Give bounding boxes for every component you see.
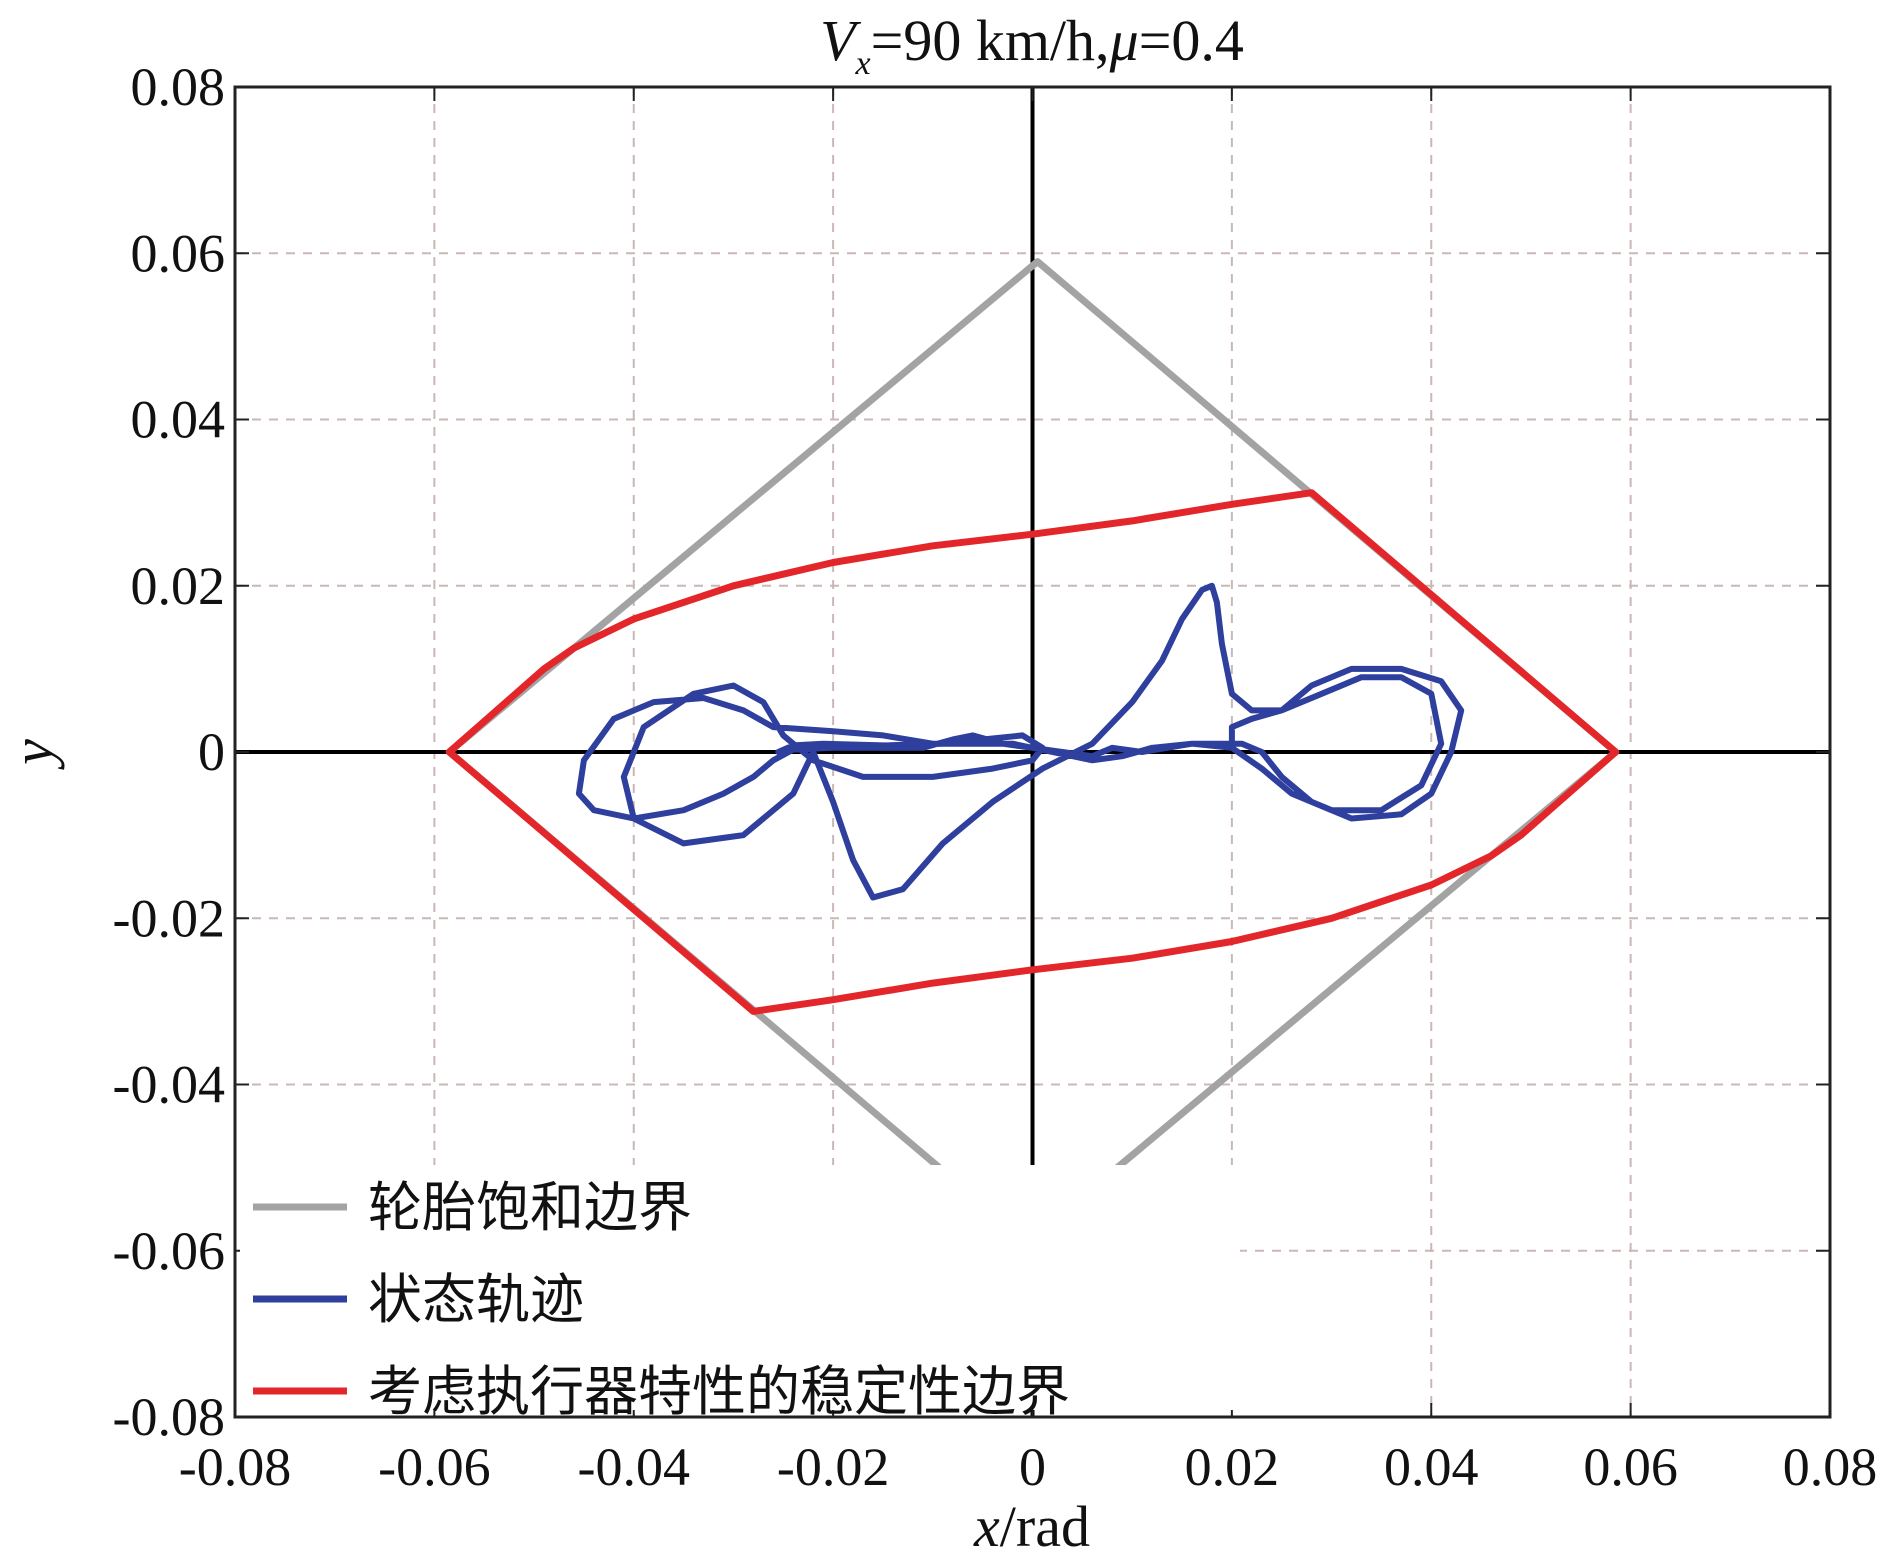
- title-var: V: [820, 8, 862, 73]
- legend-box: [240, 1165, 1240, 1410]
- title-mu-value: =0.4: [1139, 8, 1244, 73]
- legend-item-state-trajectory-label: 状态轨迹: [368, 1268, 584, 1331]
- y-tick-label: 0.04: [131, 390, 226, 450]
- x-tick-label: 0.02: [1185, 1437, 1280, 1497]
- y-tick-label: 0.08: [131, 57, 226, 117]
- y-tick-label: 0.06: [131, 223, 226, 283]
- y-tick-label: 0: [198, 722, 225, 782]
- state-trajectory-line: [575, 582, 1465, 901]
- x-tick-label: 0.04: [1384, 1437, 1479, 1497]
- y-tick-label: -0.04: [113, 1055, 225, 1115]
- y-axis-title: y: [0, 739, 65, 770]
- x-tick-label: 0.08: [1783, 1437, 1878, 1497]
- legend-item-stability-boundary-label: 考虑执行器特性的稳定性边界: [368, 1360, 1070, 1423]
- title-speed: =90 km/h,: [871, 8, 1110, 73]
- y-tick-label: 0.02: [131, 556, 226, 616]
- x-tick-label: 0.06: [1583, 1437, 1678, 1497]
- chart-title: Vx=90 km/h,μ=0.4: [820, 8, 1244, 82]
- y-tick-label: -0.02: [113, 888, 225, 948]
- title-mu-symbol: μ: [1109, 8, 1139, 73]
- x-axis-var: x: [973, 1494, 1000, 1553]
- x-tick-labels: -0.08 -0.06 -0.04 -0.02 0 0.02 0.04 0.06 0.08: [179, 1437, 1877, 1497]
- y-tick-label: -0.06: [113, 1221, 225, 1281]
- x-axis-unit: /rad: [1000, 1494, 1090, 1553]
- series-layer: [445, 258, 1620, 1246]
- legend-item-tire-saturation-label: 轮胎饱和边界: [368, 1176, 692, 1239]
- y-tick-labels: -0.08 -0.06 -0.04 -0.02 0 0.02 0.04 0.06 0.08: [113, 57, 225, 1447]
- stability-boundary-line: [445, 489, 1620, 1015]
- x-axis-title: x/rad: [973, 1494, 1090, 1553]
- x-tick-label: 0: [1019, 1437, 1046, 1497]
- x-tick-label: -0.04: [578, 1437, 690, 1497]
- x-tick-label: -0.06: [378, 1437, 490, 1497]
- title-var-subscript: x: [855, 45, 871, 82]
- y-tick-label: -0.08: [113, 1387, 225, 1447]
- x-tick-label: -0.08: [179, 1437, 291, 1497]
- x-tick-label: -0.02: [777, 1437, 889, 1497]
